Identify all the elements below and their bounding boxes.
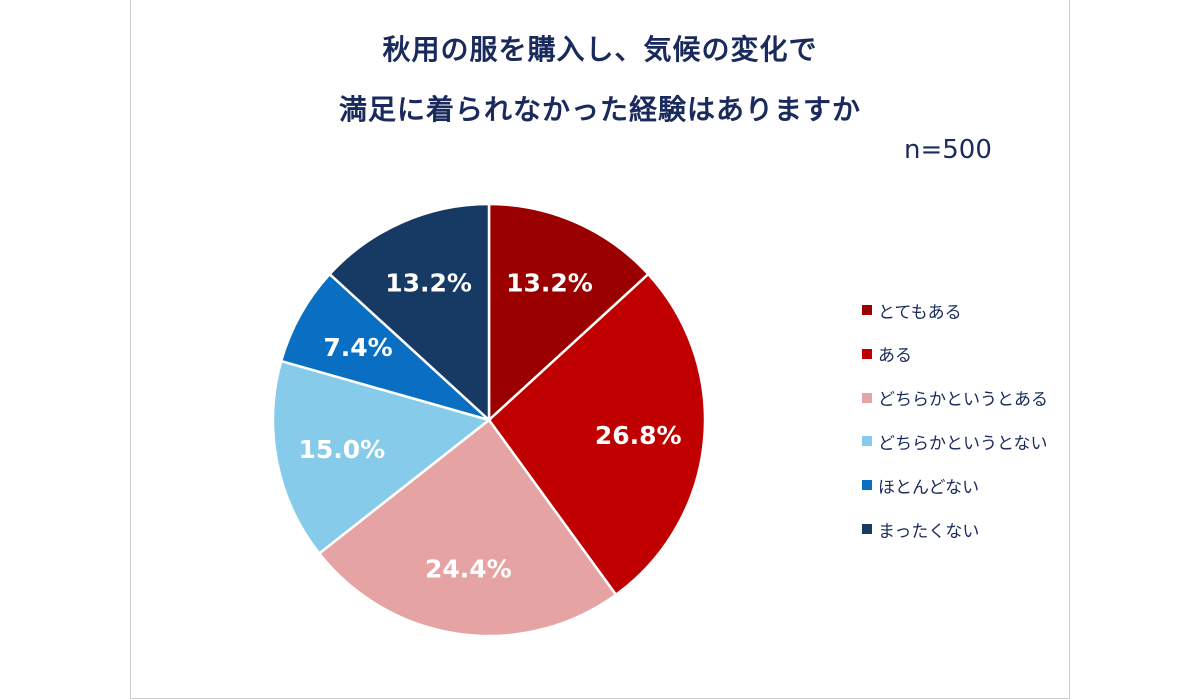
chart-title-line-1: 秋用の服を購入し、気候の変化で: [382, 33, 818, 66]
pie-slice-2: [487, 272, 707, 597]
legend-label-4: どちらかというとない: [878, 433, 1048, 454]
pie-data-label-5: 7.4%: [323, 333, 392, 362]
legend-label-1: とてもある: [878, 302, 962, 323]
legend-item-3: どちらかというとある: [862, 386, 1048, 410]
pie-data-label-2: 26.8%: [595, 421, 682, 450]
legend-item-1: とてもある: [862, 298, 962, 323]
pie-data-label-1: 13.2%: [506, 269, 593, 298]
legend-item-5: ほとんどない: [862, 473, 980, 498]
legend-label-3: どちらかというとある: [878, 390, 1048, 411]
legend-swatch-4: [862, 436, 872, 447]
legend-swatch-1: [862, 305, 872, 315]
pie-data-label-4: 15.0%: [298, 435, 385, 464]
legend-swatch-3: [862, 392, 872, 403]
legend-item-2: ある: [862, 342, 912, 366]
legend-label-5: ほとんどない: [878, 477, 980, 498]
pie-slice-6: [327, 202, 491, 423]
pie-slice-3: [317, 418, 618, 638]
pie-slice-1: [487, 202, 651, 423]
legend-label-6: まったくない: [878, 521, 980, 542]
sample-size-label: n=500: [904, 135, 992, 165]
pie-slice-4: [271, 359, 492, 556]
pie-data-label-3: 24.4%: [425, 555, 512, 584]
legend-swatch-2: [862, 348, 872, 359]
legend-swatch-6: [862, 524, 872, 534]
legend-item-4: どちらかというとない: [862, 429, 1048, 454]
legend-item-6: まったくない: [862, 517, 980, 542]
legend-label-2: ある: [878, 346, 912, 367]
pie-data-label-6: 13.2%: [385, 269, 472, 298]
legend-swatch-5: [862, 480, 872, 491]
chart-title-line-2: 満足に着られなかった経験はありますか: [338, 93, 861, 126]
pie-slice-5: [279, 272, 490, 422]
